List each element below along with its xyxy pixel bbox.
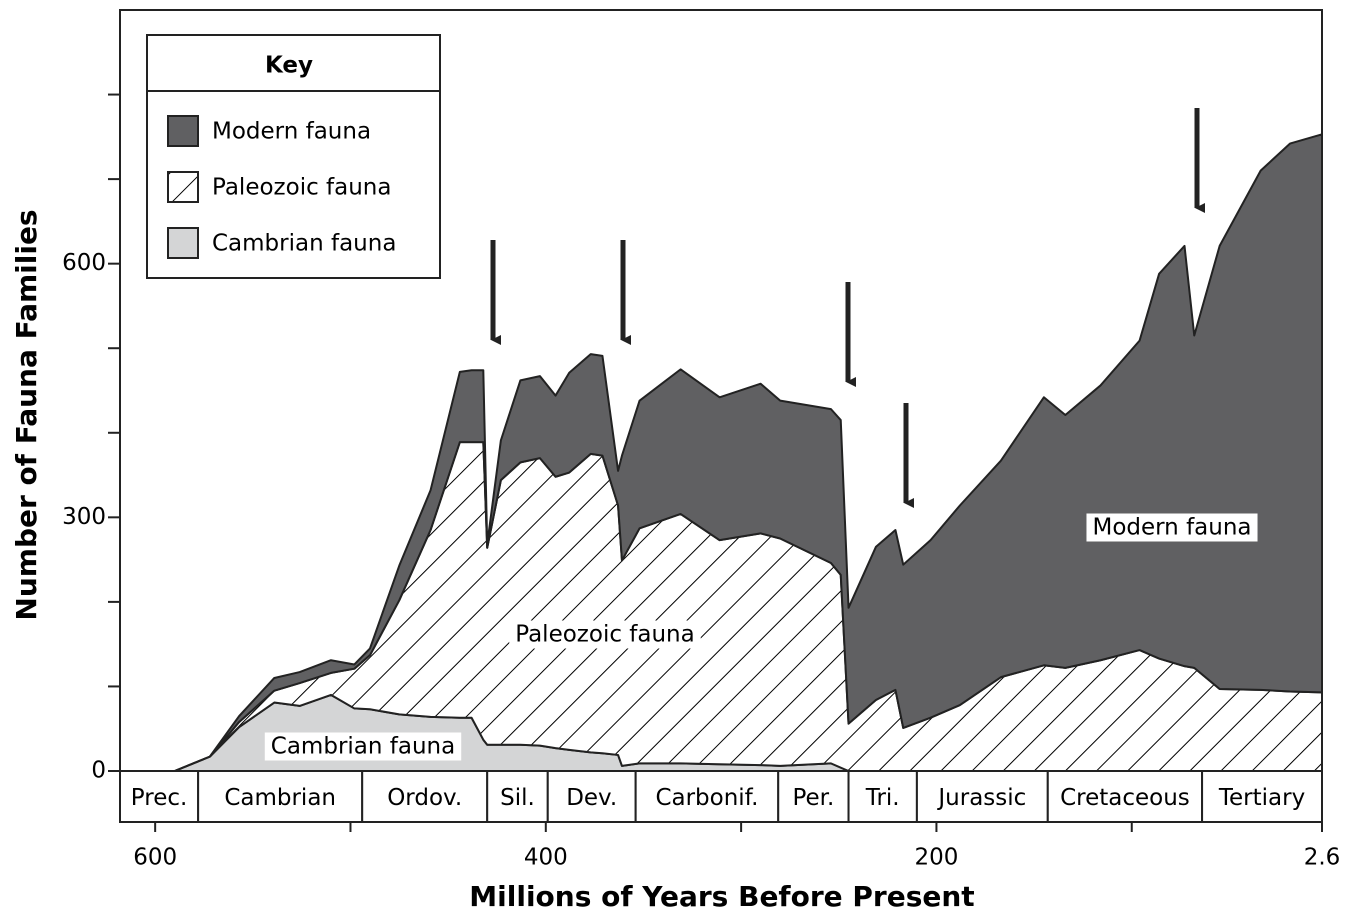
annotation-bg bbox=[509, 620, 701, 649]
legend-label: Cambrian fauna bbox=[212, 231, 396, 257]
period bbox=[1201, 770, 1324, 823]
legend-swatch bbox=[167, 115, 199, 147]
annotation-bg bbox=[1086, 513, 1258, 542]
annotation: Cambrian fauna bbox=[271, 734, 455, 760]
legend-swatch bbox=[167, 227, 199, 259]
annotations: Modern fauna Paleozoic fauna Cambrian fa… bbox=[264, 513, 1258, 761]
axes: 0 300 600 600 400 200 2.6 bbox=[62, 93, 1341, 871]
period-label: Carbonif. bbox=[655, 785, 758, 811]
period-label: Per. bbox=[792, 785, 834, 811]
period-band: Prec. Cambrian Ordov. Sil. Dev. Carbonif. Per.… bbox=[119, 770, 1324, 823]
legend-label: Modern fauna bbox=[212, 119, 371, 145]
legend-label: Paleozoic fauna bbox=[212, 175, 391, 201]
period bbox=[847, 770, 918, 823]
extinction-arrows bbox=[490, 108, 1205, 508]
x-axis-label: Millions of Years Before Present bbox=[469, 880, 974, 913]
x-tick-label: 2.6 bbox=[1304, 845, 1341, 871]
y-tick-label: 0 bbox=[91, 758, 106, 784]
annotation: Modern fauna bbox=[1092, 515, 1251, 541]
period bbox=[915, 770, 1049, 823]
x-tick-label: 600 bbox=[133, 845, 177, 871]
legend-swatch bbox=[167, 171, 199, 203]
plot-frame bbox=[119, 9, 1323, 823]
period-label: Jurassic bbox=[936, 785, 1026, 811]
legend-items: Modern fauna Paleozoic fauna Cambrian faun… bbox=[167, 115, 396, 259]
period-label: Dev. bbox=[566, 785, 617, 811]
y-tick-label: 300 bbox=[62, 504, 106, 530]
period-label: Cambrian bbox=[224, 785, 336, 811]
period bbox=[777, 770, 850, 823]
x-tick-label: 400 bbox=[524, 845, 568, 871]
y-axis-label: Number of Fauna Families bbox=[10, 209, 43, 620]
areas bbox=[173, 133, 1323, 772]
period-label: Prec. bbox=[131, 785, 188, 811]
y-tick-label: 600 bbox=[62, 250, 106, 276]
period-label: Sil. bbox=[500, 785, 535, 811]
period-label: Tertiary bbox=[1218, 785, 1305, 811]
period-label: Ordov. bbox=[387, 785, 462, 811]
legend: Key Modern fauna Paleozoic fauna Cambrian … bbox=[146, 34, 441, 279]
annotation-bg bbox=[264, 732, 462, 761]
period-label: Tri. bbox=[865, 785, 900, 811]
legend-title: Key bbox=[265, 53, 313, 79]
period-label: Cretaceous bbox=[1060, 785, 1190, 811]
annotation: Paleozoic fauna bbox=[515, 622, 694, 648]
x-tick-label: 200 bbox=[914, 845, 958, 871]
